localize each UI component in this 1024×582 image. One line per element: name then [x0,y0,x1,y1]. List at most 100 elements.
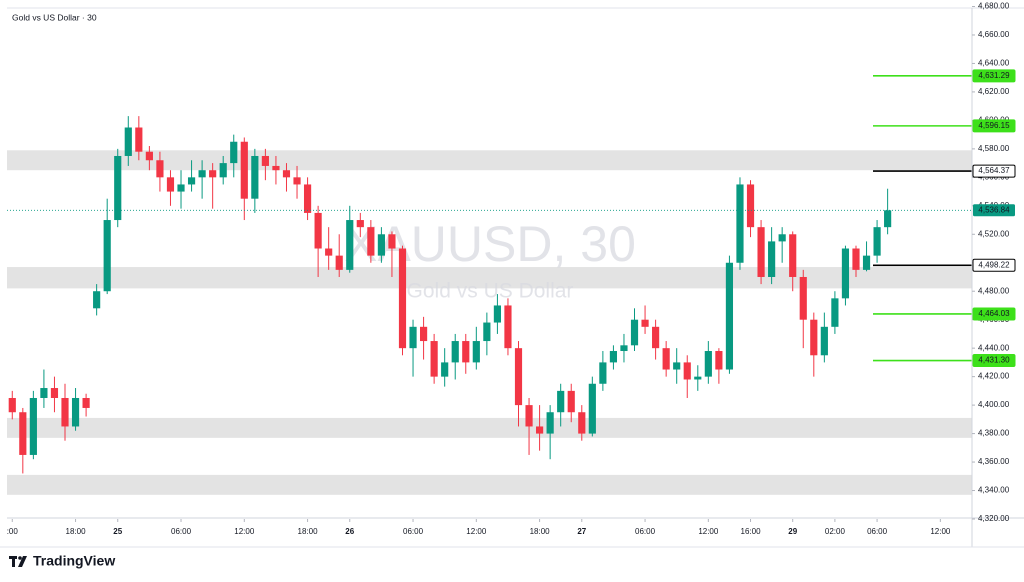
candle-body [630,319,639,346]
candle-body [430,341,438,377]
candle-body [135,127,143,152]
level-badge [972,69,1016,83]
x-tick-label: 16:00 [741,527,762,536]
brand: TradingView [33,553,115,569]
candle-body [240,141,248,199]
y-tick-label: 4,620.00 [978,87,1010,96]
candle-body [398,248,407,349]
candle-body [346,220,354,270]
candle-body [451,341,459,363]
candle-body [673,362,681,370]
candle-body [546,412,554,434]
candle-body [820,326,828,356]
level-badge [972,164,1016,178]
level-badge [972,119,1016,133]
level-badge [972,307,1016,321]
candle-body [230,141,238,164]
candle-body [514,348,523,406]
candle-body [694,376,702,380]
candle-body [71,397,80,427]
x-tick-label: 06:00 [867,527,888,536]
candle-body [789,234,797,277]
candle-body [8,397,16,413]
level-label: 4,464.03 [978,309,1010,318]
candle-body [504,305,512,349]
candle-body [557,390,565,413]
candle-body [536,426,544,434]
candle-body [50,388,59,398]
level-label: 4,498.22 [978,260,1010,269]
y-tick-label: 4,380.00 [978,429,1010,438]
candle-body [314,212,322,249]
level-label: 4,631.29 [978,71,1010,80]
candle-body [251,155,259,199]
axes: 4,320.00 4,340.00 4,360.00 4,380.00 4,400.00… [7,2,1016,536]
candle-body [483,322,491,342]
candle-body [303,184,312,213]
zone [7,474,972,495]
candle-body [367,227,375,256]
candle-body [567,390,575,413]
x-tick-label: 06:00 [171,527,192,536]
candle-body [746,184,755,228]
y-tick-label: 4,400.00 [978,400,1010,409]
y-tick-label: 4,520.00 [978,229,1010,238]
level-label: 4,564.37 [978,166,1010,175]
candle-body [293,177,301,185]
candle-body [124,127,132,156]
y-tick-label: 4,580.00 [978,144,1010,153]
candle-body [462,341,470,363]
candle-body [768,241,776,277]
candle-body [704,351,712,377]
candle-body [356,220,364,228]
candle-body [873,227,881,256]
candle-body [493,305,501,323]
x-tick-label: 02:00 [825,527,846,536]
watermark: XAUUSD, 30 [344,216,636,272]
x-tick-label: 27 [577,527,586,536]
candle-body [61,397,69,427]
candle-body [441,362,449,377]
candle-body [156,160,164,178]
candle-body [831,298,839,327]
y-tick-label: 4,320.00 [978,514,1010,523]
y-tick-label: 4,480.00 [978,286,1010,295]
chart-title: Gold vs US Dollar · 30 [12,12,97,22]
candle-body [187,177,196,185]
x-tick-label: 12:00 [234,527,255,536]
x-tick-label: 25 [113,527,122,536]
x-tick-label: 06:00 [635,527,656,536]
y-tick-label: 4,660.00 [978,30,1010,39]
candle-body [209,170,217,178]
candle-body [19,412,27,455]
level-badge [972,258,1016,272]
candle-body [683,362,691,380]
brand-logo: TradingView [9,553,115,569]
candle-body [282,170,291,178]
candle-body [736,184,744,263]
logo-part [18,556,22,560]
candle-body [219,163,227,178]
candle-body [166,177,175,192]
candle-body [862,255,871,270]
plot [7,75,972,474]
last-price-label: 4,536.84 [978,205,1010,214]
candle-body [29,397,37,455]
candle-body [588,383,596,434]
candle-body [778,234,786,242]
candle-body [325,248,333,256]
logo-part [12,556,15,567]
candle-body [419,326,428,342]
candle-body [884,210,892,228]
candle-body [841,248,850,299]
y-tick-label: 4,440.00 [978,343,1010,352]
x-tick-label: 12:00 [466,527,487,536]
candle-body [852,248,860,270]
x-tick-label: 18:00 [298,527,319,536]
x-tick-label: 06:00 [403,527,424,536]
candle-body [198,170,206,178]
candle-body [725,262,734,370]
candle-body [525,405,533,427]
y-tick-label: 4,640.00 [978,59,1010,68]
candle-body [40,388,48,398]
